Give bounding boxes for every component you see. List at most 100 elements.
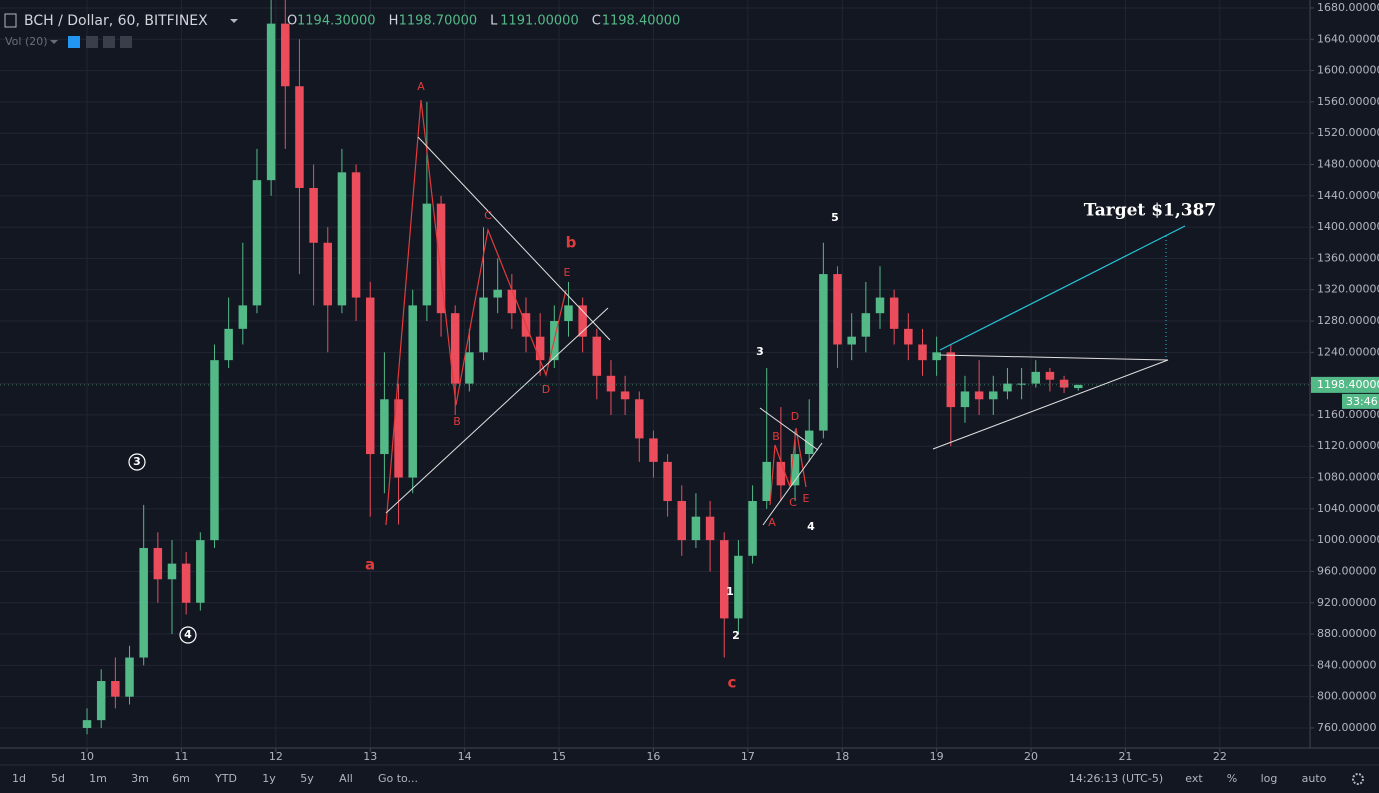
candle-body xyxy=(535,336,545,361)
annotation: 4 xyxy=(184,628,192,641)
y-tick-label: 880.00000 xyxy=(1317,627,1377,640)
y-tick-label: 1280.00000 xyxy=(1317,314,1379,327)
candle-body xyxy=(125,657,134,697)
range-button[interactable]: YTD xyxy=(214,772,237,785)
annotation: 5 xyxy=(831,211,839,224)
y-tick-label: 1440.00000 xyxy=(1317,189,1379,202)
ohlc: O 1194.30000 H 1198.70000 L 1191.00000 C 1198.4… xyxy=(287,14,680,29)
candle-body xyxy=(719,540,729,619)
x-tick-label: 15 xyxy=(552,750,566,763)
dropdown-arrow[interactable] xyxy=(230,19,238,23)
candle-body xyxy=(210,360,219,541)
annotation: C xyxy=(484,209,492,222)
range-button[interactable]: 1m xyxy=(89,772,107,785)
candle-body xyxy=(974,391,984,400)
candle-body xyxy=(96,681,106,721)
x-tick-label: 10 xyxy=(80,750,94,763)
candle-body xyxy=(1059,379,1069,388)
candle-body xyxy=(408,305,417,478)
countdown-box xyxy=(1342,393,1379,409)
settings-button[interactable] xyxy=(86,36,98,48)
x-tick-label: 18 xyxy=(835,750,849,763)
annotation: a xyxy=(365,556,375,574)
y-tick-label: 1160.00000 xyxy=(1317,408,1379,421)
symbol-icon xyxy=(4,13,17,28)
annotation: 3 xyxy=(133,455,141,468)
annotation: Target $1,387 xyxy=(1084,201,1217,221)
annotation: E xyxy=(803,492,810,505)
close-button[interactable] xyxy=(120,36,132,48)
y-tick-label: 1640.00000 xyxy=(1317,32,1379,45)
candle-body xyxy=(776,461,786,486)
candle-body xyxy=(167,563,177,580)
range-button[interactable]: Go to... xyxy=(378,772,418,785)
wave-circle xyxy=(179,626,197,644)
annotation: 4 xyxy=(807,520,815,533)
ohlc-value: 1198.40000 xyxy=(602,14,681,29)
range-button[interactable]: 3m xyxy=(131,772,149,785)
candle-body xyxy=(196,540,205,603)
annotation: A xyxy=(768,516,776,529)
axis: 760.00000 800.00000 840.00000 880.00000 920.… xyxy=(0,1,1379,763)
candle-body xyxy=(847,336,856,345)
scale-button[interactable]: log xyxy=(1261,772,1278,785)
y-tick-label: 760.00000 xyxy=(1317,721,1377,734)
indicator-menu[interactable] xyxy=(50,40,58,44)
ohlc-label: L xyxy=(490,14,498,29)
x-tick-label: 16 xyxy=(646,750,660,763)
annotation: 3 xyxy=(756,345,764,358)
x-tick-label: 13 xyxy=(363,750,377,763)
annotation: 1 xyxy=(726,585,734,598)
last-price-box xyxy=(1311,376,1379,393)
indicator-label: Vol (20) xyxy=(5,35,48,48)
y-tick-label: 1520.00000 xyxy=(1317,126,1379,139)
trend-line xyxy=(759,407,819,451)
range-button[interactable]: 1d xyxy=(12,772,26,785)
x-tick-label: 21 xyxy=(1118,750,1132,763)
range-button[interactable]: All xyxy=(339,772,353,785)
more-button[interactable] xyxy=(103,36,115,48)
candle-body xyxy=(479,297,488,353)
candle-body xyxy=(1045,371,1055,380)
range-button[interactable]: 5y xyxy=(300,772,314,785)
candle-body xyxy=(323,242,333,306)
candle-body xyxy=(564,305,573,322)
annotation: C xyxy=(789,496,797,509)
range-button[interactable]: 5d xyxy=(51,772,65,785)
y-tick-label: 1400.00000 xyxy=(1317,220,1379,233)
trend-line xyxy=(385,307,609,514)
ohlc-value: 1198.70000 xyxy=(399,14,478,29)
candle-body xyxy=(1031,371,1041,384)
candle-body xyxy=(238,305,248,329)
x-tick-label: 14 xyxy=(458,750,472,763)
y-tick-label: 1480.00000 xyxy=(1317,158,1379,171)
range-button[interactable]: 1y xyxy=(262,772,276,785)
y-tick-label: 800.00000 xyxy=(1317,690,1377,703)
settings-gear[interactable] xyxy=(1352,773,1364,785)
candle-body xyxy=(663,461,672,502)
y-tick-label: 1360.00000 xyxy=(1317,251,1379,264)
y-tick-label: 920.00000 xyxy=(1317,596,1377,609)
eye-button[interactable] xyxy=(68,36,80,48)
candle-body xyxy=(436,203,446,314)
scale-button[interactable]: ext xyxy=(1185,772,1203,785)
range-button[interactable]: 6m xyxy=(172,772,190,785)
candle-body xyxy=(748,501,757,556)
scale-button[interactable]: auto xyxy=(1302,772,1327,785)
ohlc-value: 1194.30000 xyxy=(297,14,376,29)
x-tick-label: 17 xyxy=(741,750,755,763)
scale-button[interactable]: % xyxy=(1227,772,1237,785)
ohlc-label: O xyxy=(287,14,297,29)
candle-body xyxy=(592,336,602,376)
candle-body xyxy=(309,187,318,243)
y-tick-label: 1320.00000 xyxy=(1317,283,1379,296)
candle-body xyxy=(819,274,828,431)
annotation: c xyxy=(728,674,737,692)
ohlc-label: C xyxy=(592,14,601,29)
y-tick-label: 960.00000 xyxy=(1317,564,1377,577)
candle-body xyxy=(224,328,233,361)
candle-body xyxy=(762,461,771,502)
candle-body xyxy=(153,547,163,580)
